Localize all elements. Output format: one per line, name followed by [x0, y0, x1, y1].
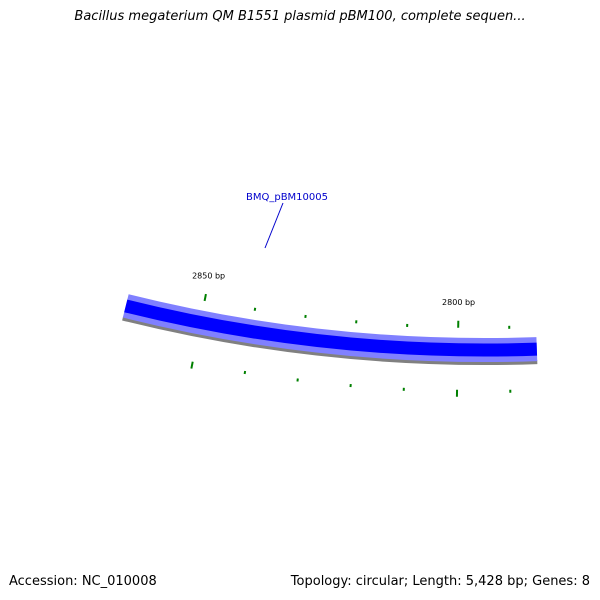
inner-major-tick: [190, 361, 194, 369]
accession-text: Accession: NC_010008: [9, 574, 157, 589]
feature-band-bmq-pbm10005[interactable]: [124, 299, 538, 357]
scale-tick-label: 2850 bp: [192, 271, 225, 280]
outer-tick-ring: [203, 293, 511, 329]
inner-tick-ring: [190, 361, 512, 397]
feature-label-leader: [264, 202, 284, 249]
feature-label-bmq-pbm10005[interactable]: BMQ_pBM10005: [246, 192, 328, 203]
scale-tick-labels: 3250 bp3200 bp3150 bp3100 bp3050 bp3000 …: [192, 271, 475, 307]
scale-tick-label: 2800 bp: [442, 298, 475, 307]
map-title: Bacillus megaterium QM B1551 plasmid pBM…: [74, 9, 526, 24]
outer-major-tick: [203, 293, 207, 302]
plasmid-backbone: [122, 316, 538, 365]
topology-summary-text: Topology: circular; Length: 5,428 bp; Ge…: [290, 574, 590, 589]
